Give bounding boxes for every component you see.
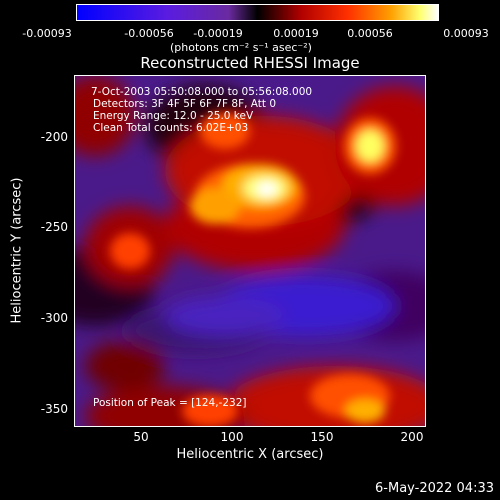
y-tick-label: -250 [40, 220, 68, 234]
colorbar-gradient [77, 5, 438, 20]
timestamp: 6-May-2022 04:33 [375, 481, 494, 496]
colorbar-unit: (photons cm⁻² s⁻¹ asec⁻²) [170, 41, 312, 54]
colorbar-tick: -0.00019 [193, 27, 243, 40]
x-tick-label: 50 [133, 430, 149, 444]
colorbar-tick: 0.00093 [443, 27, 489, 40]
y-tick-label: -200 [40, 130, 68, 144]
x-axis-label: Heliocentric X (arcsec) [176, 447, 324, 462]
image-plot: 7-Oct-2003 05:50:08.000 to 05:56:08.000 … [74, 75, 426, 427]
peak-position-label: Position of Peak = [124,-232] [93, 397, 247, 409]
clean-counts-label: Clean Total counts: 6.02E+03 [93, 122, 249, 134]
y-tick-label: -300 [40, 311, 68, 325]
colorbar-tick: -0.00093 [22, 27, 72, 40]
detectors-label: Detectors: 3F 4F 5F 6F 7F 8F, Att 0 [93, 98, 277, 110]
heatmap-image [75, 76, 425, 426]
x-tick-label: 100 [220, 430, 244, 444]
y-axis-label: Heliocentric Y (arcsec) [9, 177, 25, 324]
y-tick-label: -350 [40, 402, 68, 416]
colorbar-tick: 0.00056 [347, 27, 393, 40]
image-title: Reconstructed RHESSI Image [140, 54, 360, 72]
colorbar [76, 4, 439, 21]
energy-range-label: Energy Range: 12.0 - 25.0 keV [93, 110, 254, 122]
x-tick-label: 200 [400, 430, 424, 444]
time-range-label: 7-Oct-2003 05:50:08.000 to 05:56:08.000 [91, 86, 313, 98]
x-tick-label: 150 [310, 430, 334, 444]
colorbar-tick: 0.00019 [273, 27, 319, 40]
colorbar-tick: -0.00056 [124, 27, 174, 40]
